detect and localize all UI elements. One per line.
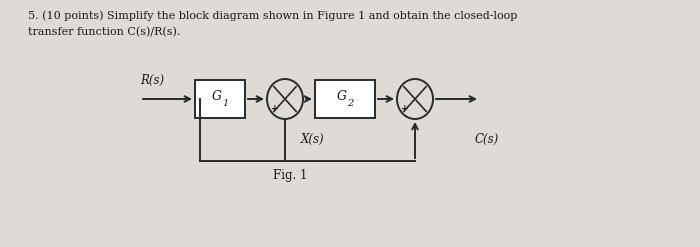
Text: C(s): C(s) [475,133,499,146]
Text: R(s): R(s) [140,74,164,87]
Text: X(s): X(s) [301,133,325,146]
Text: +: + [271,104,279,113]
Text: +: + [401,104,409,113]
Text: 2: 2 [347,100,353,108]
Text: Fig. 1: Fig. 1 [273,169,307,182]
Text: G: G [212,90,222,103]
Text: transfer function C(s)/R(s).: transfer function C(s)/R(s). [28,27,181,37]
Bar [195,80,245,118]
Text: 5. (10 points) Simplify the block diagram shown in Figure 1 and obtain the close: 5. (10 points) Simplify the block diagra… [28,10,517,21]
Bar [315,80,375,118]
Text: 1: 1 [222,100,228,108]
Text: G: G [337,90,347,103]
